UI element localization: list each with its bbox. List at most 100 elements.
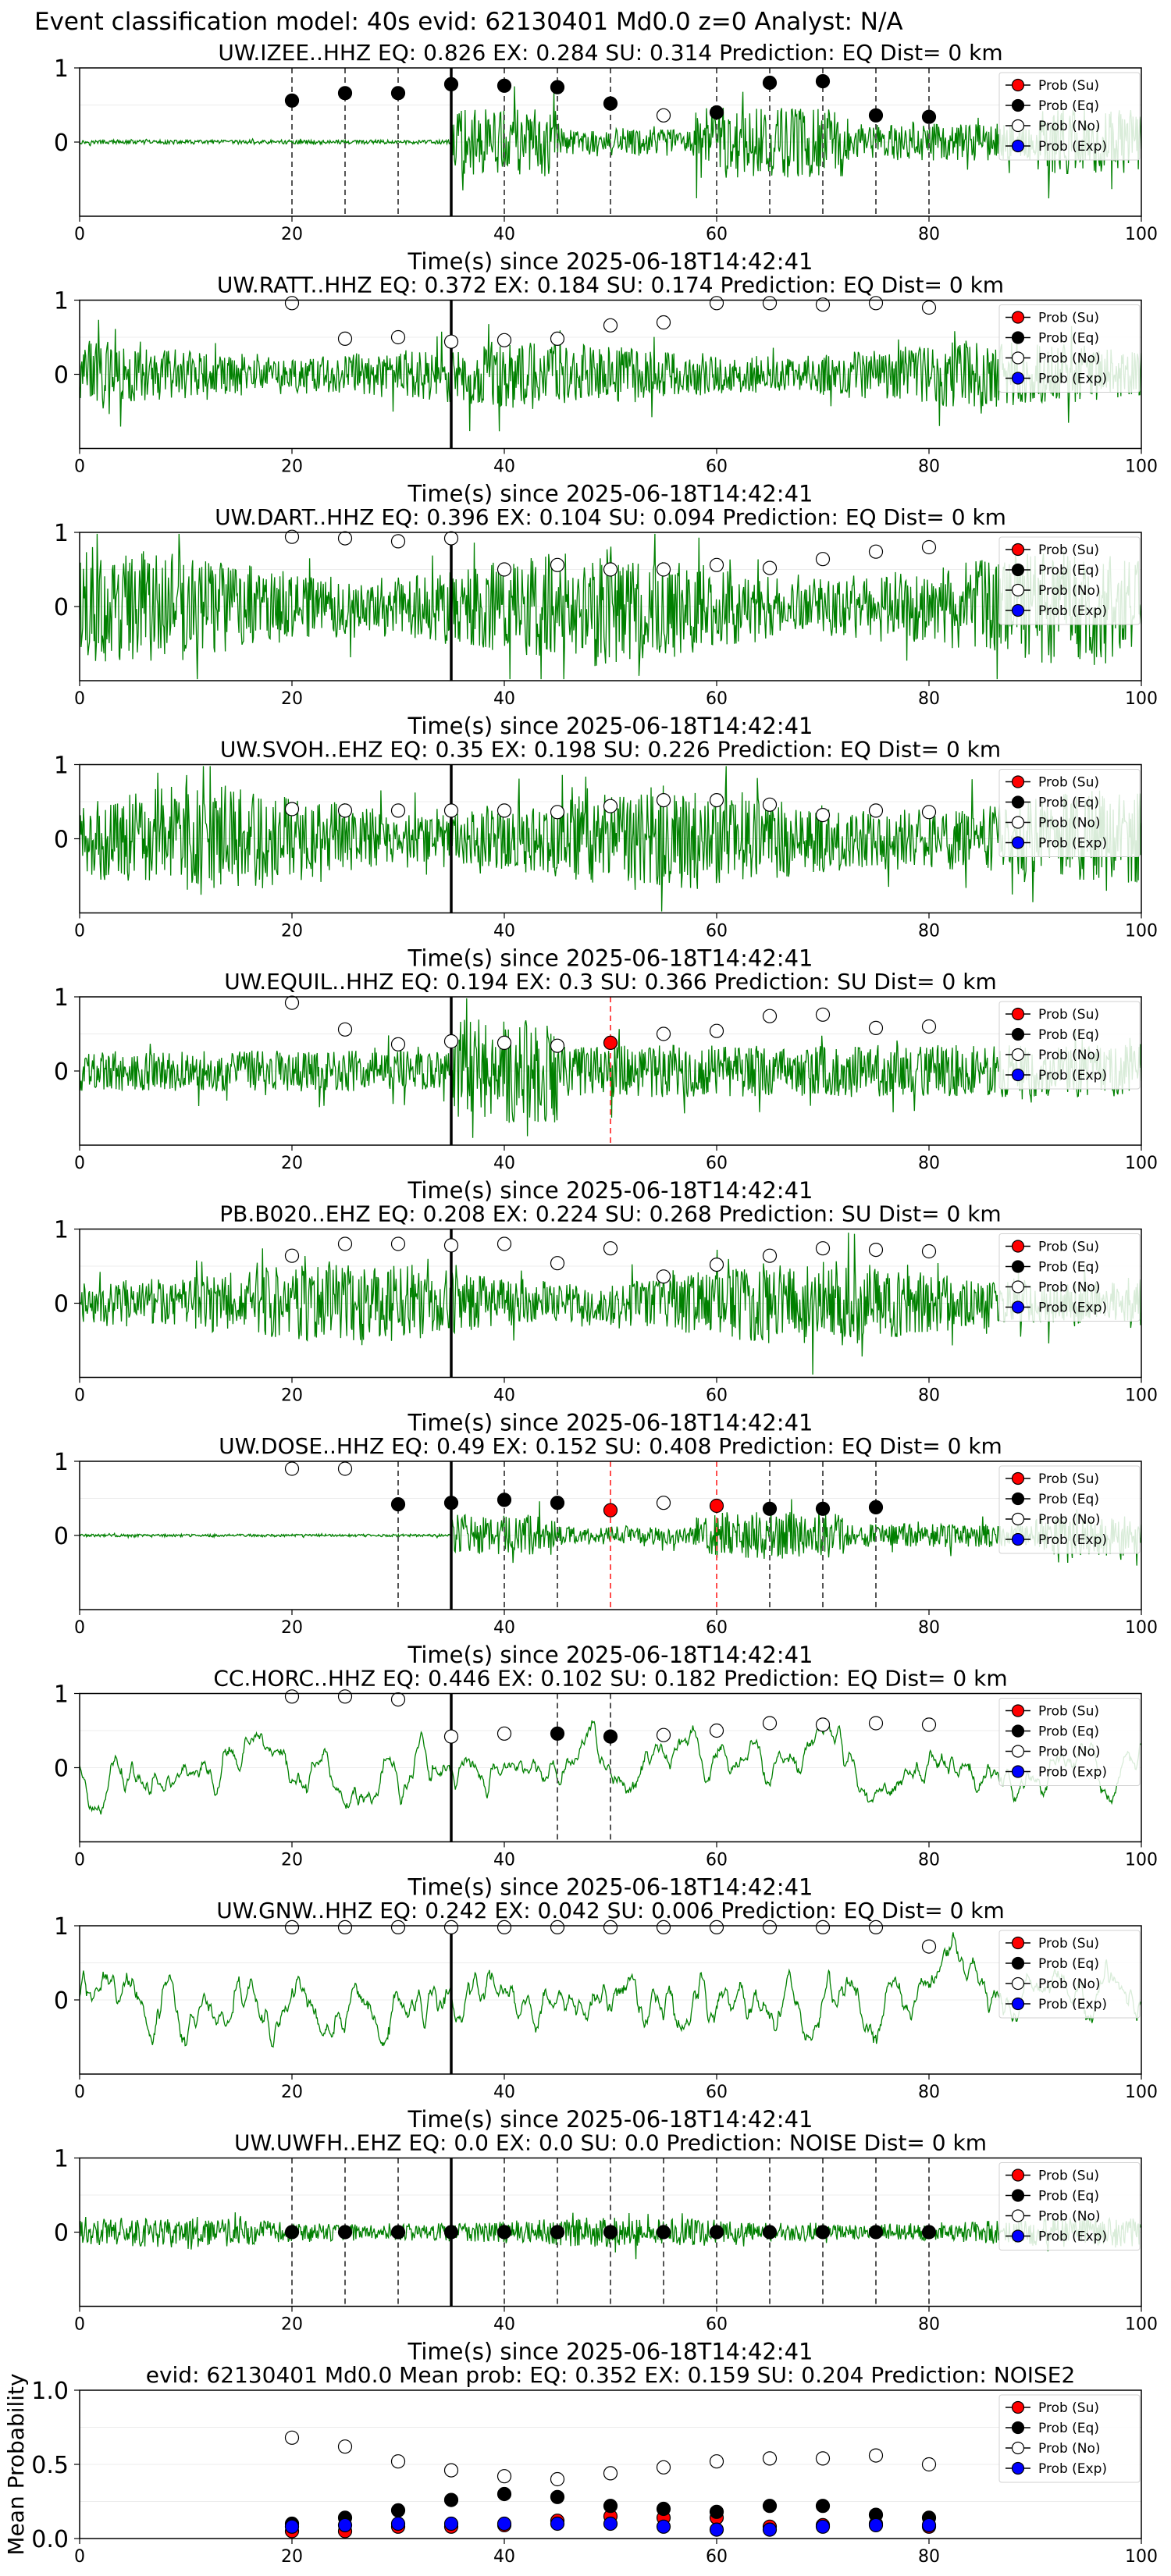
legend-label-exp: Prob (Exp) bbox=[1038, 2229, 1107, 2245]
subplot-9: UW.GNW..HHZ EQ: 0.242 EX: 0.042 SU: 0.00… bbox=[54, 1898, 1158, 2133]
x-tick-label: 40 bbox=[493, 457, 515, 477]
x-tick-label: 60 bbox=[706, 2315, 728, 2335]
mean-prob-point-exp bbox=[762, 2522, 778, 2537]
subplot-title: UW.IZEE..HHZ EQ: 0.826 EX: 0.284 SU: 0.3… bbox=[218, 40, 1002, 66]
x-tick-label: 20 bbox=[281, 689, 303, 709]
legend-marker-eq bbox=[1011, 795, 1025, 809]
legend-box bbox=[998, 1465, 1141, 1554]
legend-label-eq: Prob (Eq) bbox=[1038, 563, 1099, 578]
legend-marker-eq bbox=[1011, 1956, 1025, 1970]
waveform-trace bbox=[80, 766, 1141, 912]
x-tick-label: 40 bbox=[493, 1154, 515, 1173]
prob-marker-no bbox=[656, 562, 671, 577]
legend-marker-exp bbox=[1011, 1068, 1025, 1082]
x-tick-label: 80 bbox=[918, 225, 940, 244]
prob-marker-eq bbox=[709, 2225, 724, 2240]
legend-box bbox=[998, 1001, 1141, 1090]
legend-marker-no bbox=[1011, 1745, 1025, 1758]
prob-marker-no bbox=[921, 539, 937, 555]
legend-marker-su bbox=[1011, 1007, 1025, 1021]
x-tick-label: 20 bbox=[281, 1386, 303, 1406]
prob-marker-no bbox=[656, 1920, 671, 1934]
mean-prob-point-eq bbox=[603, 2499, 618, 2514]
prob-marker-no bbox=[284, 995, 300, 1010]
prob-marker-no bbox=[656, 315, 671, 330]
prob-marker-no bbox=[443, 1238, 459, 1253]
y-tick-label: 0 bbox=[54, 130, 69, 157]
legend-marker-su bbox=[1011, 1471, 1025, 1485]
prob-marker-no bbox=[443, 1034, 459, 1049]
x-tick-label: 20 bbox=[281, 457, 303, 477]
x-tick-label: 60 bbox=[706, 1386, 728, 1406]
legend-marker-exp bbox=[1011, 1300, 1025, 1314]
legend-marker-su bbox=[1011, 1704, 1025, 1717]
x-tick-label: 80 bbox=[918, 689, 940, 709]
x-tick-label: 60 bbox=[706, 922, 728, 941]
subplot-7: UW.DOSE..HHZ EQ: 0.49 EX: 0.152 SU: 0.40… bbox=[54, 1433, 1158, 1668]
legend-box bbox=[998, 536, 1141, 625]
subplot-title: UW.DOSE..HHZ EQ: 0.49 EX: 0.152 SU: 0.40… bbox=[219, 1433, 1002, 1459]
legend-label-no: Prob (No) bbox=[1038, 1976, 1101, 1992]
prob-marker-no bbox=[390, 1692, 406, 1707]
legend-label-no: Prob (No) bbox=[1038, 1048, 1101, 1063]
x-tick-label: 60 bbox=[706, 2547, 728, 2567]
x-tick-label: 20 bbox=[281, 2315, 303, 2335]
legend-marker-no bbox=[1011, 1280, 1025, 1293]
y-axis-label: Mean Probability bbox=[3, 2373, 29, 2555]
legend-box bbox=[998, 72, 1141, 161]
prob-marker-no bbox=[284, 529, 300, 544]
mean-prob-point-exp bbox=[550, 2516, 565, 2532]
prob-marker-no bbox=[709, 1723, 724, 1738]
prob-marker-no bbox=[550, 331, 565, 346]
legend-marker-su bbox=[1011, 2400, 1025, 2414]
legend-label-no: Prob (No) bbox=[1038, 1512, 1101, 1528]
legend-label-eq: Prob (Eq) bbox=[1038, 2421, 1099, 2436]
waveform-trace bbox=[80, 1932, 1141, 2048]
mean-prob-point-exp bbox=[284, 2519, 300, 2534]
prob-marker-no bbox=[762, 1920, 778, 1934]
prob-marker-no bbox=[868, 1920, 884, 1934]
subplot-title: UW.DART..HHZ EQ: 0.396 EX: 0.104 SU: 0.0… bbox=[215, 504, 1006, 530]
mean-prob-point-exp bbox=[603, 2516, 618, 2532]
prob-marker-no bbox=[709, 557, 724, 572]
legend-marker-eq bbox=[1011, 2421, 1025, 2435]
mean-prob-point-no bbox=[709, 2454, 724, 2469]
prob-marker-no bbox=[709, 296, 724, 311]
y-tick-label: 1 bbox=[54, 2146, 69, 2173]
prob-marker-no bbox=[390, 1236, 406, 1251]
legend-label-su: Prob (Su) bbox=[1038, 1240, 1099, 1255]
legend-label-eq: Prob (Eq) bbox=[1038, 98, 1099, 114]
prob-marker-eq bbox=[603, 1729, 618, 1744]
mean-prob-point-exp bbox=[868, 2517, 884, 2532]
prob-marker-eq bbox=[815, 2225, 831, 2240]
legend-label-exp: Prob (Exp) bbox=[1038, 1765, 1107, 1781]
legend-marker-exp bbox=[1011, 1997, 1025, 2011]
prob-marker-no bbox=[337, 1236, 353, 1251]
y-tick-label: 0 bbox=[54, 1987, 69, 2015]
y-tick-label: 0 bbox=[54, 1059, 69, 1086]
prob-marker-eq bbox=[550, 80, 565, 94]
legend-marker-su bbox=[1011, 543, 1025, 557]
prob-marker-no bbox=[921, 805, 937, 820]
x-tick-label: 80 bbox=[918, 457, 940, 477]
prob-marker-no bbox=[443, 334, 459, 349]
prob-marker-eq bbox=[550, 2225, 565, 2240]
x-tick-label: 60 bbox=[706, 1618, 728, 1638]
legend-marker-no bbox=[1011, 1976, 1025, 1991]
prob-marker-eq bbox=[868, 1500, 884, 1515]
prob-marker-no bbox=[337, 331, 353, 346]
legend-marker-exp bbox=[1011, 1532, 1025, 1546]
subplot-title: UW.SVOH..EHZ EQ: 0.35 EX: 0.198 SU: 0.22… bbox=[220, 737, 1001, 763]
x-axis-label: Time(s) since 2025-06-18T14:42:41 bbox=[408, 1177, 813, 1204]
prob-marker-eq bbox=[443, 1496, 459, 1510]
mean-prob-point-no bbox=[762, 2451, 778, 2466]
x-tick-label: 40 bbox=[493, 2547, 515, 2567]
legend-label-su: Prob (Su) bbox=[1038, 78, 1099, 94]
x-tick-label: 60 bbox=[706, 457, 728, 477]
prob-marker-eq bbox=[337, 2225, 353, 2240]
x-tick-label: 100 bbox=[1125, 1154, 1158, 1173]
prob-marker-eq bbox=[284, 2225, 300, 2240]
legend-label-eq: Prob (Eq) bbox=[1038, 795, 1099, 811]
legend-marker-no bbox=[1011, 1048, 1025, 1062]
legend-marker-su bbox=[1011, 775, 1025, 788]
